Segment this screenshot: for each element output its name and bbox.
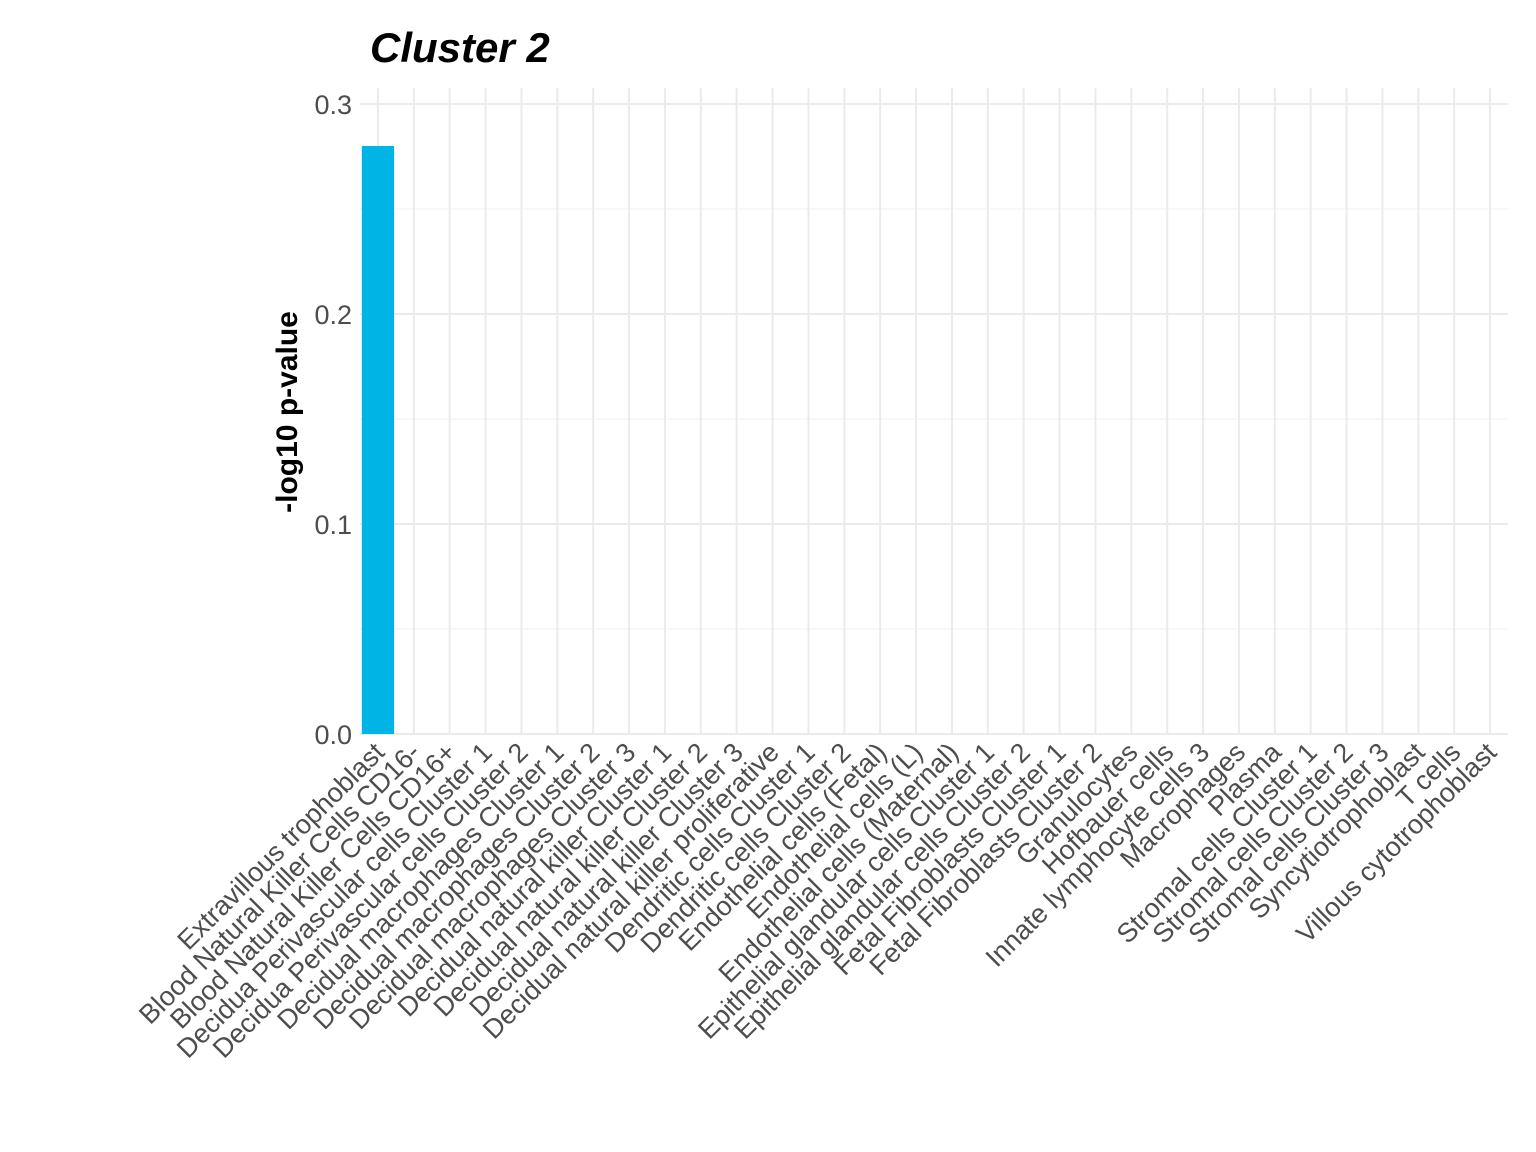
bars (361, 146, 395, 734)
y-axis-ticks: 0.0 0.1 0.2 0.3 (314, 90, 352, 750)
chart-title: Cluster 2 (370, 24, 550, 71)
y-tick-label: 0.3 (314, 90, 352, 120)
y-tick-label: 0.2 (314, 300, 352, 330)
y-tick-label: 0.0 (314, 720, 352, 750)
y-axis-label: -log10 p-value (271, 311, 304, 513)
plot-grid (360, 88, 1508, 735)
y-tick-label: 0.1 (314, 510, 352, 540)
bar (361, 146, 395, 734)
